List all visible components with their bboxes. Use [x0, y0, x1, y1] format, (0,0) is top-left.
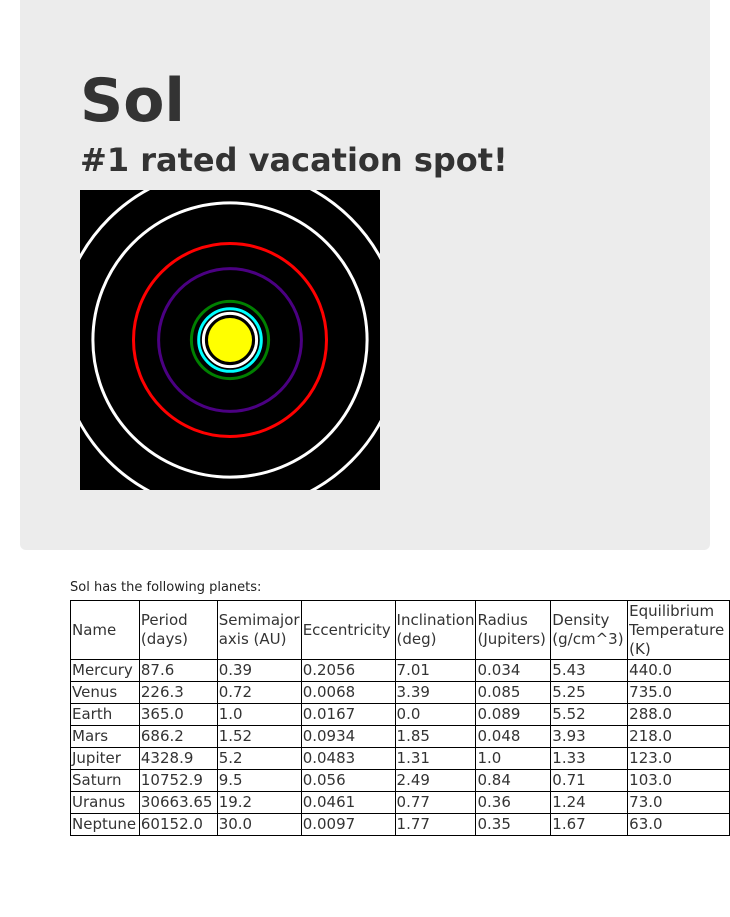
semimajor-axis-cell: 0.39: [216, 659, 302, 682]
density-cell: 1.33: [550, 747, 629, 770]
planet-name-cell: Mars: [70, 725, 140, 748]
inclination-cell: 3.39: [394, 681, 477, 704]
orbit-venus: [201, 311, 259, 369]
temperature-cell: 218.0: [627, 725, 730, 748]
inclination-cell: 1.77: [394, 813, 477, 836]
semimajor-axis-cell: 30.0: [216, 813, 302, 836]
orbit-saturn: [132, 242, 328, 438]
period-cell: 30663.65: [138, 791, 218, 814]
orbit-diagram: [80, 190, 380, 490]
density-cell: 5.52: [550, 703, 629, 726]
temperature-cell: 288.0: [627, 703, 730, 726]
radius-cell: 0.089: [475, 703, 552, 726]
table-row: Earth 365.0 1.0 0.0167 0.0 0.089 5.52 28…: [70, 703, 730, 726]
table-row: Saturn 10752.9 9.5 0.056 2.49 0.84 0.71 …: [70, 769, 730, 792]
star-name: Sol: [80, 66, 185, 136]
orbit-earth: [197, 307, 263, 373]
semimajor-axis-cell: 5.2: [216, 747, 302, 770]
radius-cell: 0.034: [475, 659, 552, 682]
density-cell: 0.71: [550, 769, 629, 792]
radius-cell: 0.085: [475, 681, 552, 704]
column-header-semimajor-axis: Semimajor axis (AU): [216, 600, 302, 660]
planets-intro: Sol has the following planets:: [70, 580, 262, 595]
temperature-cell: 735.0: [627, 681, 730, 704]
semimajor-axis-cell: 9.5: [216, 769, 302, 792]
orbit-uranus: [91, 201, 369, 479]
table-header-row: Name Period (days) Semimajor axis (AU) E…: [70, 600, 730, 660]
star-tagline: #1 rated vacation spot!: [80, 141, 508, 179]
density-cell: 5.43: [550, 659, 629, 682]
radius-cell: 1.0: [475, 747, 552, 770]
temperature-cell: 103.0: [627, 769, 730, 792]
semimajor-axis-cell: 1.0: [216, 703, 302, 726]
eccentricity-cell: 0.0167: [300, 703, 396, 726]
density-cell: 3.93: [550, 725, 629, 748]
inclination-cell: 0.0: [394, 703, 477, 726]
eccentricity-cell: 0.2056: [300, 659, 396, 682]
inclination-cell: 1.85: [394, 725, 477, 748]
inclination-cell: 1.31: [394, 747, 477, 770]
semimajor-axis-cell: 1.52: [216, 725, 302, 748]
planet-name-cell: Earth: [70, 703, 140, 726]
density-cell: 5.25: [550, 681, 629, 704]
density-cell: 1.24: [550, 791, 629, 814]
eccentricity-cell: 0.0483: [300, 747, 396, 770]
radius-cell: 0.84: [475, 769, 552, 792]
period-cell: 686.2: [138, 725, 218, 748]
eccentricity-cell: 0.0461: [300, 791, 396, 814]
temperature-cell: 123.0: [627, 747, 730, 770]
planet-name-cell: Saturn: [70, 769, 140, 792]
temperature-cell: 63.0: [627, 813, 730, 836]
table-row: Neptune 60152.0 30.0 0.0097 1.77 0.35 1.…: [70, 813, 730, 836]
table-row: Jupiter 4328.9 5.2 0.0483 1.31 1.0 1.33 …: [70, 747, 730, 770]
table-row: Mercury 87.6 0.39 0.2056 7.01 0.034 5.43…: [70, 659, 730, 682]
density-cell: 1.67: [550, 813, 629, 836]
table-row: Uranus 30663.65 19.2 0.0461 0.77 0.36 1.…: [70, 791, 730, 814]
column-header-period: Period (days): [138, 600, 218, 660]
semimajor-axis-cell: 19.2: [216, 791, 302, 814]
period-cell: 226.3: [138, 681, 218, 704]
column-header-equilibrium-temperature: Equilibrium Temperature (K): [627, 600, 730, 660]
period-cell: 60152.0: [138, 813, 218, 836]
temperature-cell: 440.0: [627, 659, 730, 682]
eccentricity-cell: 0.0097: [300, 813, 396, 836]
star-header: Sol #1 rated vacation spot!: [20, 0, 710, 550]
planet-name-cell: Jupiter: [70, 747, 140, 770]
eccentricity-cell: 0.0068: [300, 681, 396, 704]
column-header-density: Density (g/cm^3): [550, 600, 629, 660]
planet-name-cell: Venus: [70, 681, 140, 704]
table-row: Venus 226.3 0.72 0.0068 3.39 0.085 5.25 …: [70, 681, 730, 704]
planets-table: Name Period (days) Semimajor axis (AU) E…: [70, 600, 730, 836]
planet-name-cell: Mercury: [70, 659, 140, 682]
radius-cell: 0.36: [475, 791, 552, 814]
planet-name-cell: Uranus: [70, 791, 140, 814]
planet-name-cell: Neptune: [70, 813, 140, 836]
eccentricity-cell: 0.0934: [300, 725, 396, 748]
period-cell: 4328.9: [138, 747, 218, 770]
period-cell: 365.0: [138, 703, 218, 726]
temperature-cell: 73.0: [627, 791, 730, 814]
period-cell: 10752.9: [138, 769, 218, 792]
table-row: Mars 686.2 1.52 0.0934 1.85 0.048 3.93 2…: [70, 725, 730, 748]
eccentricity-cell: 0.056: [300, 769, 396, 792]
inclination-cell: 7.01: [394, 659, 477, 682]
inclination-cell: 2.49: [394, 769, 477, 792]
column-header-inclination: Inclination (deg): [394, 600, 477, 660]
period-cell: 87.6: [138, 659, 218, 682]
inclination-cell: 0.77: [394, 791, 477, 814]
radius-cell: 0.048: [475, 725, 552, 748]
column-header-name: Name: [70, 600, 140, 660]
orbit-jupiter: [157, 267, 303, 413]
star-disc: [208, 318, 252, 362]
column-header-eccentricity: Eccentricity: [300, 600, 396, 660]
radius-cell: 0.35: [475, 813, 552, 836]
column-header-radius: Radius (Jupiters): [475, 600, 552, 660]
orbit-mars: [189, 299, 271, 381]
semimajor-axis-cell: 0.72: [216, 681, 302, 704]
